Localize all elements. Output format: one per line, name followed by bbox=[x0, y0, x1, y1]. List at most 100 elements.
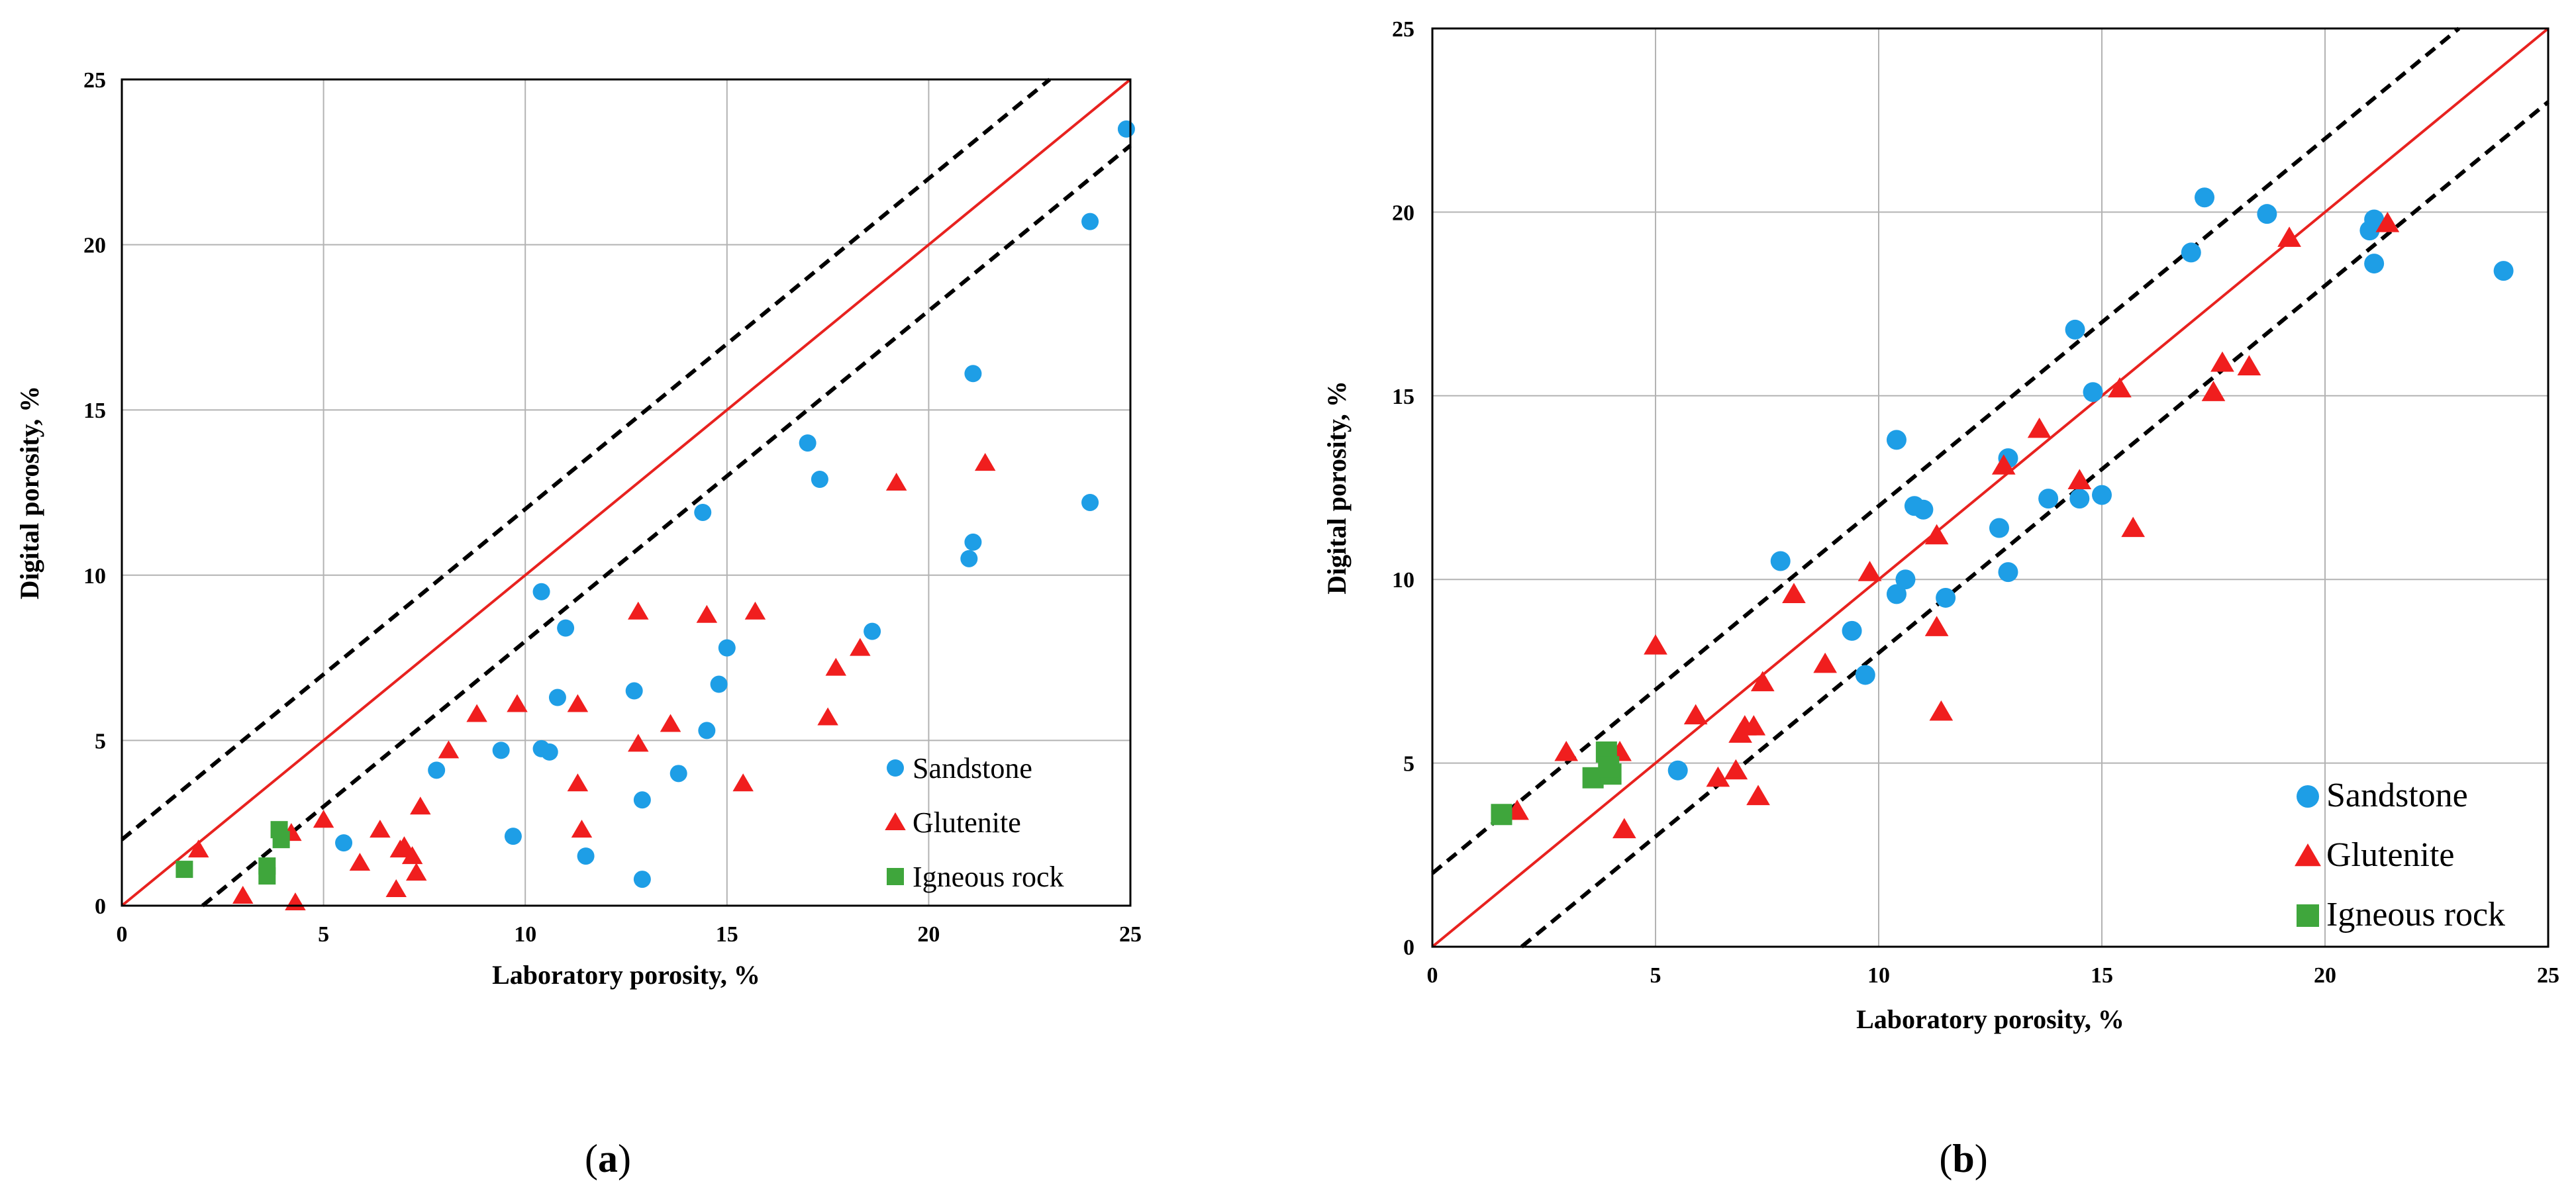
sandstone-point-13-b bbox=[1998, 562, 2018, 583]
sandstone-point-7-b bbox=[1886, 430, 1907, 450]
glutenite-point-10-a bbox=[401, 846, 423, 865]
panel-label-a-open: ( bbox=[585, 1137, 598, 1180]
reference-line-lower-bound-b bbox=[1520, 100, 2550, 949]
sandstone-point-14-b bbox=[2038, 489, 2059, 509]
tick-labels-b: 0 5 10 15 20 25 0 5 10 15 20 25 bbox=[1392, 17, 2559, 988]
legend-label-glutenite-b: Glutenite bbox=[2326, 836, 2455, 874]
sandstone-point-19-a bbox=[633, 791, 651, 809]
y-axis-label-b: Digital porosity, % bbox=[1322, 381, 1352, 595]
sandstone-point-1-b bbox=[1667, 760, 1688, 781]
y-axis-label-a: Digital porosity, % bbox=[15, 386, 44, 600]
glutenite-point-4-b bbox=[1612, 818, 1636, 839]
glutenite-point-7-a bbox=[370, 820, 391, 838]
legend-marker-glutenite-b bbox=[2295, 843, 2321, 867]
sandstone-point-6-a bbox=[960, 550, 978, 567]
gridlines-a bbox=[122, 79, 1130, 906]
legend-marker-igneous-rock-a bbox=[887, 868, 904, 885]
legend-marker-glutenite-a bbox=[885, 812, 906, 830]
glutenite-point-5-b bbox=[1644, 634, 1667, 655]
glutenite-point-28-b bbox=[2277, 226, 2301, 247]
y-tick-label-25-b: 25 bbox=[1392, 17, 1414, 42]
glutenite-point-21-a bbox=[628, 734, 649, 752]
sandstone-point-1-a bbox=[1117, 120, 1135, 138]
sandstone-point-10-a bbox=[864, 622, 881, 640]
reference-line-upper-bound-b bbox=[1431, 26, 2461, 875]
sandstone-point-25-a bbox=[504, 828, 522, 845]
glutenite-point-18-a bbox=[567, 773, 589, 792]
glutenite-point-14-a bbox=[438, 740, 460, 759]
y-tick-label-15-b: 15 bbox=[1392, 385, 1414, 409]
glutenite-point-26-a bbox=[817, 707, 838, 726]
sandstone-point-11-b bbox=[1989, 518, 2009, 538]
y-tick-label-5-b: 5 bbox=[1403, 752, 1414, 777]
glutenite-point-1-a bbox=[187, 839, 209, 858]
sandstone-point-12-a bbox=[710, 675, 728, 693]
sandstone-point-2-a bbox=[1081, 213, 1099, 230]
sandstone-point-24-a bbox=[335, 834, 353, 852]
sandstone-point-26-a bbox=[577, 847, 595, 865]
glutenite-point-2-a bbox=[232, 886, 254, 904]
y-tick-label-20-b: 20 bbox=[1392, 201, 1414, 225]
sandstone-point-17-b bbox=[2083, 382, 2103, 403]
sandstone-point-5-a bbox=[964, 533, 982, 551]
legend-marker-sandstone-a bbox=[887, 759, 904, 777]
plot-frame-b bbox=[1431, 27, 2550, 948]
glutenite-point-26-b bbox=[2210, 351, 2234, 372]
sandstone-point-21-b bbox=[2257, 204, 2277, 224]
igneous-rock-point-5-b bbox=[1598, 756, 1620, 778]
data-points-b bbox=[1491, 187, 2514, 839]
x-tick-label-10-a: 10 bbox=[514, 922, 536, 947]
glutenite-point-24-a bbox=[744, 601, 766, 620]
glutenite-point-18-b bbox=[1924, 616, 1949, 636]
glutenite-point-5-a bbox=[313, 810, 334, 828]
y-tick-label-0-b: 0 bbox=[1403, 935, 1414, 960]
glutenite-point-22-b bbox=[2067, 469, 2092, 490]
glutenite-point-15-a bbox=[466, 704, 487, 722]
sandstone-point-16-b bbox=[2069, 489, 2090, 509]
glutenite-point-23-b bbox=[2108, 377, 2132, 398]
legend-marker-sandstone-b bbox=[2297, 785, 2319, 808]
glutenite-point-11-a bbox=[385, 879, 407, 898]
glutenite-point-13-b bbox=[1746, 785, 1770, 806]
sandstone-point-19-b bbox=[2181, 242, 2201, 263]
glutenite-point-8-b bbox=[1724, 759, 1748, 780]
sandstone-point-15-a bbox=[548, 689, 566, 706]
glutenite-point-15-b bbox=[1813, 652, 1837, 673]
sandstone-point-4-a bbox=[964, 365, 982, 383]
glutenite-point-30-a bbox=[974, 453, 996, 471]
gridlines-b bbox=[1432, 28, 2548, 947]
sandstone-point-27-a bbox=[633, 871, 651, 888]
reference-line-lower-bound-a bbox=[201, 144, 1132, 908]
reference-line-identity-b bbox=[1431, 27, 2550, 948]
glutenite-point-7-b bbox=[1706, 766, 1730, 787]
x-tick-label-20-a: 20 bbox=[917, 922, 940, 947]
sandstone-point-13-a bbox=[532, 583, 550, 600]
glutenite-point-29-a bbox=[885, 473, 907, 491]
reference-line-identity-a bbox=[121, 78, 1132, 907]
plot-frame-a bbox=[121, 78, 1132, 907]
glutenite-point-11-b bbox=[1742, 715, 1766, 736]
x-tick-label-25-b: 25 bbox=[2537, 963, 2559, 988]
glutenite-point-27-a bbox=[825, 657, 847, 676]
glutenite-point-9-a bbox=[393, 836, 415, 855]
glutenite-point-17-a bbox=[567, 694, 589, 712]
glutenite-point-25-a bbox=[732, 773, 754, 792]
glutenite-point-12-a bbox=[405, 863, 427, 881]
x-tick-label-25-a: 25 bbox=[1119, 922, 1142, 947]
glutenite-point-14-b bbox=[1782, 583, 1806, 603]
sandstone-point-17-a bbox=[698, 722, 716, 740]
sandstone-point-23-b bbox=[2364, 209, 2385, 230]
glutenite-point-24-b bbox=[2121, 516, 2146, 538]
igneous-rock-point-1-a bbox=[175, 861, 193, 879]
sandstone-point-9-b bbox=[1913, 499, 1934, 520]
glutenite-point-17-b bbox=[1924, 524, 1949, 545]
sandstone-point-18-b bbox=[2092, 485, 2112, 505]
sandstone-point-16-a bbox=[625, 682, 643, 700]
y-tick-label-0-a: 0 bbox=[95, 894, 106, 919]
x-tick-label-15-a: 15 bbox=[716, 922, 738, 947]
sandstone-point-4-b bbox=[1855, 665, 1875, 685]
glutenite-point-20-a bbox=[628, 601, 649, 620]
sandstone-point-18-a bbox=[669, 765, 687, 783]
sandstone-point-6-b bbox=[1895, 569, 1916, 590]
